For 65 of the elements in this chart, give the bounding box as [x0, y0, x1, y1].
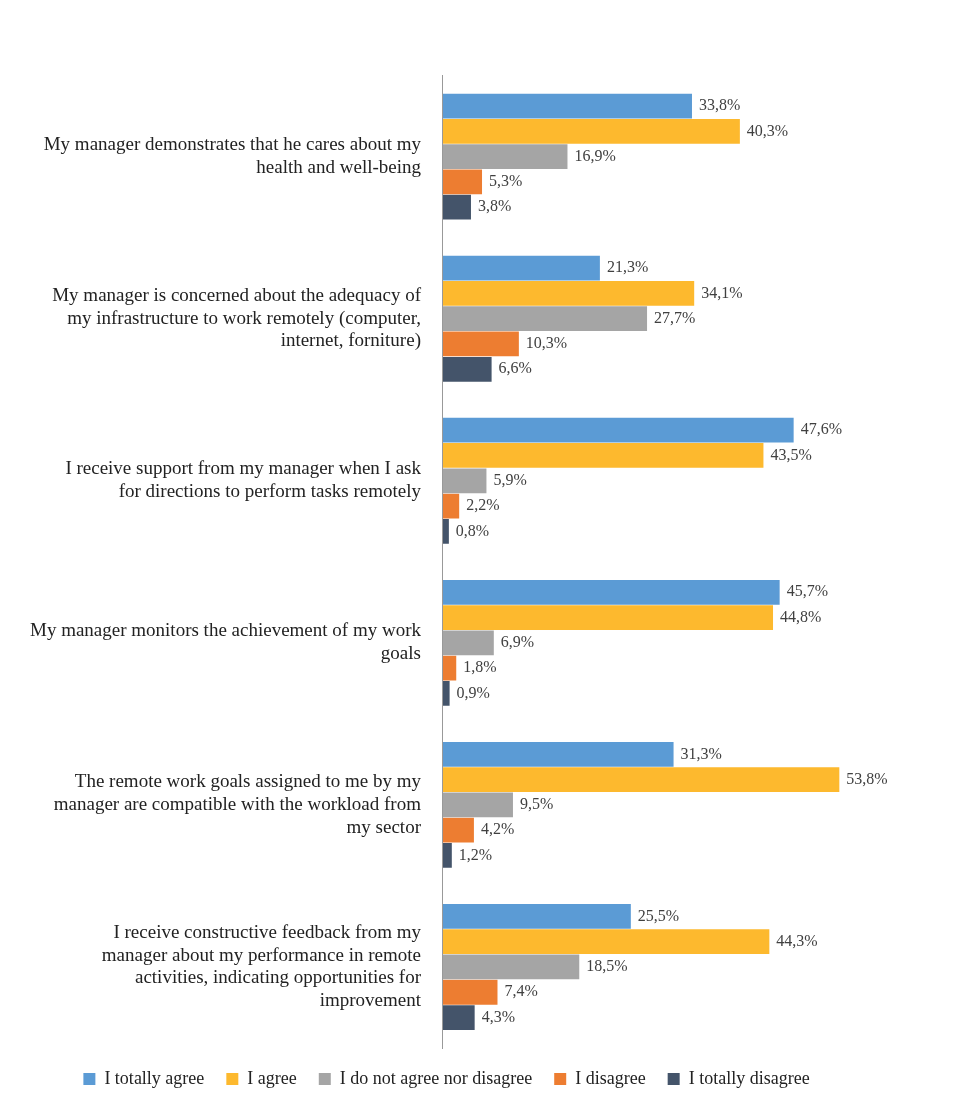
data-label: 34,1%: [701, 283, 743, 301]
bar: [442, 843, 452, 868]
data-label: 45,7%: [786, 582, 828, 600]
data-label: 44,3%: [776, 931, 818, 949]
data-label: 2,2%: [466, 496, 500, 514]
bar: [442, 169, 483, 195]
data-label: 9,5%: [519, 795, 554, 813]
bar: [442, 767, 840, 793]
data-label: 6,6%: [498, 359, 532, 377]
data-label: 43,5%: [770, 445, 812, 463]
y-tick-label: I receive constructive feedback from my manager about my performance in remote activities, indicating opportunities for improvement: [101, 920, 422, 1011]
data-label: 27,7%: [654, 308, 696, 326]
y-tick-label: My manager monitors the achievement of my work goals: [29, 619, 422, 664]
bar: [442, 331, 519, 357]
legend-label: I do not agree nor disagree: [339, 1067, 533, 1088]
bar: [442, 417, 794, 443]
legend-label: I totally disagree: [688, 1067, 810, 1088]
y-tick-label: My manager demonstrates that he cares about my health and well-being: [43, 133, 422, 178]
data-label: 53,8%: [846, 769, 888, 787]
bar: [442, 655, 457, 681]
bar: [442, 118, 740, 144]
data-label: 21,3%: [606, 258, 649, 276]
data-label: 40,3%: [746, 121, 789, 139]
data-label: 4,3%: [481, 1007, 515, 1025]
data-label: 6,9%: [500, 633, 535, 651]
bar: [442, 579, 780, 605]
legend-label: I totally agree: [104, 1067, 205, 1088]
bar: [442, 904, 631, 929]
data-label: 44,8%: [780, 607, 822, 625]
data-label: 5,9%: [493, 470, 527, 488]
bar: [442, 681, 450, 706]
y-tick-label: The remote work goals assigned to me by my manager are compatible with the workload from my sector: [53, 770, 422, 837]
data-label: 18,5%: [586, 957, 628, 975]
bar: [442, 741, 674, 767]
y-tick-label: I receive support from my manager when I ask for directions to perform tasks remotely: [65, 457, 422, 502]
data-label: 47,6%: [800, 420, 842, 438]
data-label: 5,3%: [489, 172, 523, 190]
bar: [442, 356, 492, 382]
bar: [442, 979, 498, 1005]
data-label: 4,2%: [480, 820, 515, 838]
data-label: 1,2%: [458, 845, 493, 863]
data-label: 1,8%: [463, 658, 497, 676]
data-label: 0,9%: [456, 683, 490, 701]
data-label: 31,3%: [680, 744, 722, 762]
bar: [442, 93, 692, 119]
data-label: 25,5%: [637, 906, 680, 924]
bar: [442, 817, 474, 843]
data-label: 0,8%: [455, 521, 490, 539]
legend-label: I disagree: [575, 1067, 646, 1088]
y-tick-label: My manager is concerned about the adequacy of my infrastructure to work remotely (computer, internet, forniture): [52, 283, 422, 352]
bar: [442, 1005, 475, 1030]
data-label: 16,9%: [574, 146, 616, 164]
bar: [442, 281, 695, 306]
bar: [442, 605, 774, 630]
bar: [442, 493, 460, 519]
bar: [442, 194, 471, 220]
data-label: 10,3%: [525, 334, 568, 352]
bar: [442, 929, 770, 955]
bar: [442, 443, 764, 468]
bar: [442, 518, 449, 544]
data-label: 33,8%: [698, 96, 741, 114]
data-label: 3,8%: [477, 197, 512, 215]
legend-label: I agree: [247, 1067, 297, 1088]
bar: [442, 255, 600, 281]
data-label: 7,4%: [504, 982, 538, 1000]
